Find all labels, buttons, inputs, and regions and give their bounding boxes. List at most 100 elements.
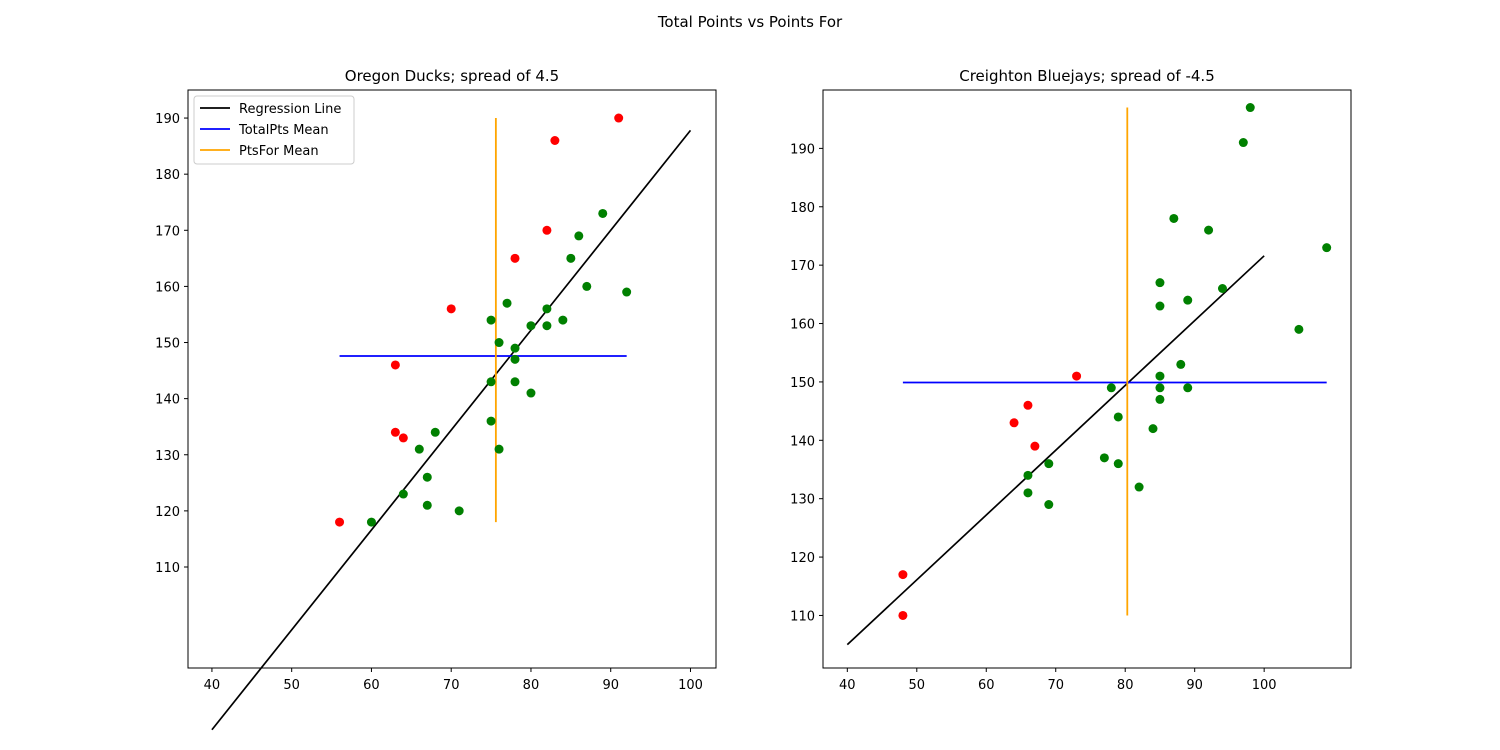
regression-line: [846, 255, 1265, 646]
scatter-point-red: [898, 610, 908, 620]
scatter-point-green: [1099, 453, 1109, 463]
scatter-point-green: [1322, 243, 1332, 253]
legend-label: Regression Line: [239, 102, 341, 117]
y-tick-label: 140: [155, 393, 180, 408]
legend-label: PtsFor Mean: [239, 144, 319, 159]
y-tick-label: 120: [155, 505, 180, 520]
regression-line: [211, 129, 692, 731]
scatter-point-green: [1217, 284, 1227, 294]
scatter-point-green: [486, 377, 496, 387]
x-tick-label: 60: [978, 678, 995, 693]
scatter-point-red: [390, 360, 400, 370]
scatter-point-green: [422, 472, 432, 482]
scatter-point-red: [550, 136, 560, 146]
y-tick-label: 110: [790, 609, 815, 624]
scatter-point-green: [526, 388, 536, 398]
axes-frame: [822, 89, 1352, 669]
scatter-point-green: [542, 304, 552, 314]
figure-suptitle: Total Points vs Points For: [657, 13, 843, 31]
scatter-point-green: [1106, 383, 1116, 393]
scatter-point-red: [542, 225, 552, 235]
y-tick-label: 170: [790, 259, 815, 274]
scatter-point-red: [1030, 441, 1040, 451]
scatter-point-green: [1044, 500, 1054, 510]
x-tick-label: 50: [909, 678, 926, 693]
scatter-point-green: [622, 287, 632, 297]
scatter-point-green: [494, 444, 504, 454]
x-tick-label: 100: [678, 678, 703, 693]
scatter-point-red: [1072, 371, 1082, 381]
y-tick-label: 130: [790, 493, 815, 508]
creighton-bluejays-subplot: Creighton Bluejays; spread of -4.5 40 50 60…: [790, 67, 1352, 693]
scatter-point-green: [486, 416, 496, 426]
scatter-point-green: [510, 377, 520, 387]
scatter-point-red: [614, 113, 624, 123]
axes-frame: [187, 89, 717, 669]
scatter-point-green: [574, 231, 584, 241]
scatter-point-green: [1134, 482, 1144, 492]
x-tick-label: 70: [443, 678, 460, 693]
scatter-point-green: [1113, 412, 1123, 422]
scatter-point-green: [1113, 459, 1123, 469]
scatter-point-green: [510, 343, 520, 353]
scatter-point-red: [335, 517, 345, 527]
scatter-point-green: [1023, 470, 1033, 480]
scatter-point-red: [510, 253, 520, 263]
scatter-point-green: [1155, 383, 1165, 393]
scatter-point-green: [1294, 324, 1304, 334]
y-tick-label: 120: [790, 551, 815, 566]
y-tick-label: 180: [790, 201, 815, 216]
scatter-point-green: [1044, 459, 1054, 469]
scatter-point-green: [542, 321, 552, 331]
oregon-ducks-subplot: Oregon Ducks; spread of 4.5 40 50 60 70 80 90 1…: [155, 67, 717, 731]
x-tick-label: 70: [1047, 678, 1064, 693]
scatter-point-green: [1238, 138, 1248, 148]
scatter-point-green: [486, 315, 496, 325]
y-tick-label: 160: [155, 280, 180, 295]
scatter-point-green: [1023, 488, 1033, 498]
x-tick-label: 90: [602, 678, 619, 693]
scatter-point-green: [414, 444, 424, 454]
scatter-point-green: [1183, 383, 1193, 393]
x-tick-label: 100: [1252, 678, 1277, 693]
y-tick-label: 130: [155, 449, 180, 464]
scatter-point-green: [1245, 103, 1255, 113]
scatter-point-red: [390, 427, 400, 437]
scatter-point-green: [582, 281, 592, 291]
scatter-point-green: [1183, 295, 1193, 305]
scatter-point-red: [1023, 400, 1033, 410]
scatter-point-green: [1176, 359, 1186, 369]
y-tick-label: 150: [790, 376, 815, 391]
scatter-point-green: [526, 321, 536, 331]
scatter-point-red: [398, 433, 408, 443]
y-tick-label: 110: [155, 561, 180, 576]
scatter-point-green: [510, 354, 520, 364]
scatter-point-green: [598, 208, 608, 218]
y-tick-label: 170: [155, 224, 180, 239]
scatter-point-green: [1155, 371, 1165, 381]
x-tick-label: 80: [523, 678, 540, 693]
y-tick-label: 180: [155, 168, 180, 183]
scatter-point-green: [366, 517, 376, 527]
scatter-point-green: [1169, 213, 1179, 223]
scatter-point-green: [1155, 394, 1165, 404]
x-tick-label: 50: [283, 678, 300, 693]
scatter-point-green: [1155, 278, 1165, 288]
scatter-point-red: [446, 304, 456, 314]
legend-box: [193, 95, 355, 165]
scatter-point-green: [558, 315, 568, 325]
x-tick-label: 40: [839, 678, 856, 693]
scatter-point-red: [1009, 418, 1019, 428]
subplot-title: Oregon Ducks; spread of 4.5: [345, 67, 559, 85]
y-tick-label: 150: [155, 337, 180, 352]
x-tick-label: 40: [204, 678, 221, 693]
scatter-point-green: [502, 298, 512, 308]
scatter-point-green: [494, 338, 504, 348]
scatter-point-green: [454, 506, 464, 516]
scatter-point-green: [1155, 301, 1165, 311]
scatter-point-green: [566, 253, 576, 263]
scatter-point-green: [1148, 424, 1158, 434]
legend: Regression Line TotalPts Mean PtsFor Mean: [193, 95, 355, 165]
scatter-point-green: [1204, 225, 1214, 235]
y-tick-label: 190: [790, 142, 815, 157]
